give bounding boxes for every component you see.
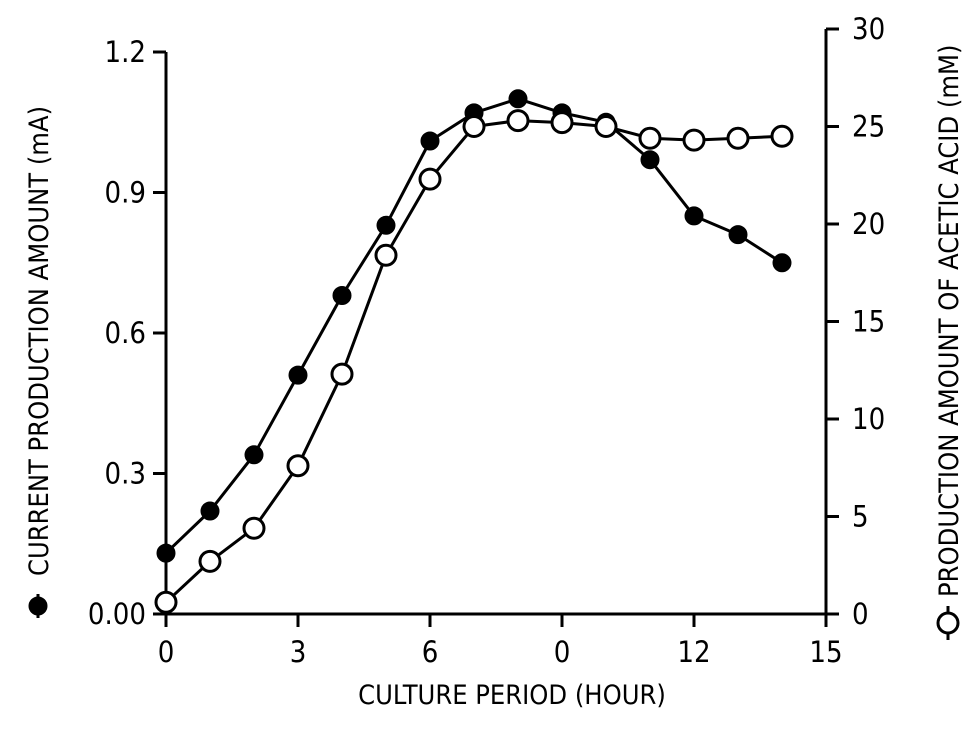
open-data-point [726,126,750,150]
open-data-point [682,128,706,152]
filled-data-point [772,253,792,273]
left-y-tick-label: 0.3 [105,457,146,491]
left-legend-marker [28,596,48,616]
open-data-point [770,124,794,148]
filled-data-point [684,206,704,226]
open-data-point [418,167,442,191]
filled-data-point [332,286,352,305]
right-y-tick-label: 30 [852,12,885,46]
open-data-point [594,115,618,138]
open-data-point [154,590,178,614]
right-y-axis-title: PRODUCTION AMOUNT OF ACETIC ACID (mM) [934,45,965,597]
filled-data-point [288,365,308,385]
series-line-0 [164,97,783,555]
x-tick-label: 15 [809,635,842,669]
left-y-tick-label: 0.6 [105,316,146,350]
right-y-tick-label: 15 [852,305,885,339]
left-y-axis-title: CURRENT PRODUCTION AMOUNT (mA) [24,106,55,576]
x-tick-label: 0 [554,635,571,669]
series-points [154,89,794,614]
right-y-tick-label: 10 [852,402,885,436]
right-legend-marker [936,611,960,635]
left-y-tick-label: 1.2 [105,35,146,69]
x-tick-label: 12 [677,635,710,669]
filled-data-point [728,225,748,245]
x-tick-label: 6 [422,635,439,669]
open-data-point [286,454,310,478]
right-y-tick-label: 0 [852,597,869,631]
left-y-axis-title-group: CURRENT PRODUCTION AMOUNT (mA) [24,106,55,618]
open-data-point [638,126,662,150]
open-data-point [550,111,574,135]
left-y-tick-label: 0.9 [105,176,146,210]
right-y-tick-label: 5 [852,500,869,534]
x-tick-label: 3 [290,635,307,669]
open-data-point [242,516,266,540]
x-axis-title: CULTURE PERIOD (HOUR) [358,680,666,711]
ticks: 0 3 6 0 12 15 0.00 0.3 0.6 0.9 1.2 0 5 10 15 20 25 30 [88,12,885,669]
filled-data-point [508,89,528,109]
open-data-point [198,549,222,573]
right-y-axis-title-group: PRODUCTION AMOUNT OF ACETIC ACID (mM) [934,45,965,640]
open-data-point [506,109,530,133]
right-y-tick-label: 20 [852,207,885,241]
open-data-point [462,115,486,138]
x-tick-label: 0 [158,635,175,669]
left-y-tick-label: 0.00 [88,597,146,631]
filled-data-point [420,131,440,151]
filled-data-point [376,215,396,235]
open-data-point [374,243,398,267]
filled-data-point [640,150,660,170]
filled-data-point [200,501,220,521]
open-data-point [330,362,354,386]
right-y-tick-label: 25 [852,110,885,144]
filled-data-point [156,543,176,563]
filled-data-point [244,445,264,465]
